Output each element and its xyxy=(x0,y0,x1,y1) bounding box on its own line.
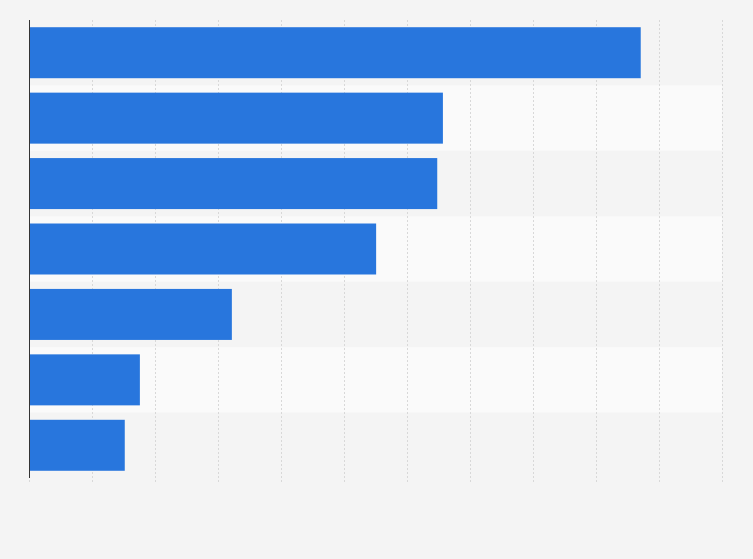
bar xyxy=(29,27,641,79)
bar xyxy=(29,223,377,275)
bar xyxy=(29,92,443,144)
row-band xyxy=(29,347,722,413)
row-band xyxy=(29,412,722,478)
bar xyxy=(29,288,232,340)
bar xyxy=(29,158,438,210)
bar xyxy=(29,354,140,406)
bar xyxy=(29,419,125,471)
bars xyxy=(29,27,641,471)
